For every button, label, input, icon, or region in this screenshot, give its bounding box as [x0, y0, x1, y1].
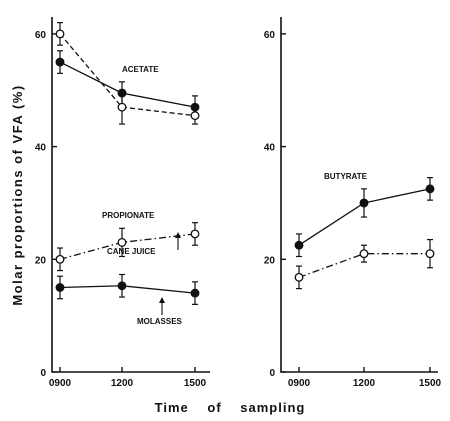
annotation-molasses: MOLASSES	[137, 317, 183, 326]
x-tick-label: 1200	[111, 378, 134, 389]
series-propionate-molasses	[55, 273, 200, 305]
data-point-acetate-cane-juice	[190, 111, 200, 121]
data-point-propionate-cane-juice	[55, 254, 65, 264]
data-point-acetate-cane-juice	[117, 102, 127, 112]
x-tick-label: 0900	[288, 378, 311, 389]
series-propionate-cane-juice	[55, 222, 200, 272]
data-point-acetate-cane-juice	[55, 29, 65, 39]
series-line-propionate-molasses	[59, 285, 196, 294]
x-tick-label: 1200	[353, 378, 376, 389]
series-line-acetate-cane-juice	[59, 33, 196, 117]
y-tick-label: 40	[264, 143, 276, 154]
y-tick-label: 0	[269, 368, 275, 379]
data-point-propionate-molasses	[190, 288, 200, 298]
data-point-butyrate-molasses	[294, 240, 304, 250]
data-point-butyrate-molasses	[359, 198, 369, 208]
series-acetate-cane-juice	[55, 22, 200, 125]
data-point-butyrate-cane-juice	[425, 249, 435, 259]
data-point-propionate-molasses	[117, 281, 127, 291]
y-tick-label: 20	[35, 255, 47, 266]
arrow-head-cane-juice	[175, 232, 181, 238]
series-butyrate-cane-juice	[294, 238, 435, 290]
y-tick-label: 40	[35, 143, 47, 154]
data-point-butyrate-molasses	[425, 184, 435, 194]
y-tick-label: 20	[264, 255, 276, 266]
y-tick-label: 60	[264, 30, 276, 41]
annotation-acetate: ACETATE	[122, 65, 159, 74]
y-axis-title: Molar proportions of VFA (%)	[10, 84, 25, 305]
data-point-propionate-cane-juice	[190, 229, 200, 239]
series-butyrate-molasses	[294, 176, 435, 258]
x-tick-label: 0900	[49, 378, 72, 389]
series-acetate-molasses	[55, 50, 200, 120]
data-point-butyrate-cane-juice	[294, 272, 304, 282]
x-tick-label: 1500	[184, 378, 207, 389]
left-panel: 0 20 40 60 0900 1200 1500 ACETATE PROPIONATE CANE…	[35, 17, 210, 389]
right-panel: 0 20 40 60 0900 1200 1500 BUTYRATE	[264, 17, 442, 389]
data-point-butyrate-cane-juice	[359, 249, 369, 259]
right-axes	[280, 17, 438, 373]
data-point-propionate-cane-juice	[117, 237, 127, 247]
arrow-head-molasses	[159, 297, 165, 303]
data-point-acetate-molasses	[55, 57, 65, 67]
data-point-propionate-molasses	[55, 283, 65, 292]
x-tick-label: 1500	[419, 378, 442, 389]
y-tick-label: 0	[40, 368, 46, 379]
annotation-cane-juice: CANE JUICE	[107, 247, 156, 256]
annotation-propionate: PROPIONATE	[102, 211, 155, 220]
annotation-butyrate: BUTYRATE	[324, 172, 368, 181]
y-tick-label: 60	[35, 30, 47, 41]
x-axis-title: Time of sampling	[155, 400, 306, 415]
